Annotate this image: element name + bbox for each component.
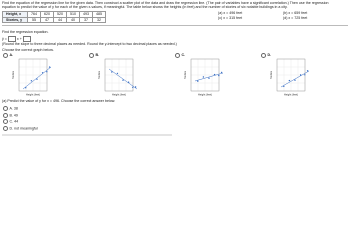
table-cell: Stories, y (2, 16, 28, 24)
x-axis-label: Height (feet) (112, 93, 126, 97)
divider (2, 25, 348, 26)
scatter-point (134, 86, 137, 88)
graph: Stories Height (feet) (269, 58, 310, 97)
radio[interactable] (261, 53, 266, 58)
scatter-point (299, 74, 302, 76)
radio[interactable] (89, 53, 94, 58)
option-text: A. 38 (9, 106, 18, 111)
scatter-point (306, 70, 309, 72)
scatter-point (283, 85, 285, 88)
graph: Stories Height (feet) (183, 58, 224, 97)
option-label: C. (181, 53, 186, 57)
x-axis-label: Height (feet) (198, 93, 212, 97)
scatter-point (208, 77, 210, 79)
scatter-point (127, 81, 130, 83)
table-cell: 47 (40, 16, 54, 24)
answer-option: B. 49 (3, 112, 18, 118)
prompt: Find the regression equation. (2, 30, 49, 34)
intercept-input[interactable] (22, 36, 31, 42)
radio[interactable] (3, 106, 8, 111)
graph: Stories Height (feet) (97, 58, 138, 97)
scatter-point (30, 80, 33, 82)
radio[interactable] (3, 112, 8, 118)
scatter-point (294, 79, 296, 81)
scatter-point (41, 72, 44, 74)
option-label: D. (267, 53, 272, 57)
prediction: (a) x = 496 feet (218, 11, 243, 15)
regression-line (194, 72, 224, 82)
x-axis-label: Height (feet) (26, 93, 40, 97)
option-text: C. 44 (9, 119, 19, 124)
y-axis-label: Stories (11, 70, 15, 79)
scatter-point (197, 80, 199, 82)
y-axis-label: Stories (97, 70, 101, 79)
answer-option: C. 44 (3, 119, 18, 124)
scatter-point (220, 71, 223, 74)
radio[interactable] (175, 53, 180, 58)
table-cell: 40 (66, 16, 80, 24)
scatter-point (122, 79, 124, 81)
prompt: (a) Predict the value of y for x = 496. … (2, 99, 116, 103)
scatter-point (218, 74, 220, 77)
y-axis-label: Stories (269, 70, 273, 79)
radio[interactable] (3, 125, 8, 131)
plot-frame (18, 58, 48, 92)
plot-frame (104, 58, 134, 92)
answer-option: A. 38 (3, 106, 18, 111)
faded-row (2, 134, 172, 136)
equation-lhs: ŷ = (2, 36, 7, 41)
graph-option: D. Stories Height (feet) (261, 53, 310, 97)
prediction: (c) x = 315 feet (218, 16, 243, 20)
equation-middle: x + (16, 36, 22, 41)
graph-option: C. Stories Height (feet) (175, 53, 224, 97)
equation: ŷ = x + (2, 36, 32, 42)
regression-line (108, 68, 138, 90)
note: (Round the slope to three decimal places… (2, 42, 177, 46)
scatter-point (48, 66, 51, 68)
graph-option: A. Stories Height (feet) (3, 53, 52, 97)
scatter-point (116, 72, 119, 75)
scatter-point (36, 78, 38, 80)
regression-line (22, 66, 52, 90)
option-text: B. 49 (9, 112, 18, 117)
scatter-point (304, 74, 306, 76)
scatter-point (132, 86, 134, 89)
graph: Stories Height (feet) (11, 58, 52, 97)
scatter-point (25, 87, 27, 89)
data-table: Height, x 764 620 520 510 493 485 Stories, y 55 4… (2, 11, 106, 24)
scatter-point (213, 73, 216, 76)
instructions: Find the equation of the regression line… (2, 1, 329, 10)
page: Find the equation of the regression line… (2, 1, 348, 136)
table-cell: 37 (79, 16, 93, 24)
answer-option: D. not meaningful (3, 125, 38, 131)
scatter-point (202, 76, 205, 78)
table-cell: 55 (27, 16, 41, 24)
graph-option: B. Stories Height (feet) (89, 53, 138, 97)
table-cell: 32 (92, 16, 106, 24)
scatter-point (288, 79, 291, 82)
table-cell: 44 (53, 16, 67, 24)
radio[interactable] (3, 53, 8, 58)
scatter-point (111, 71, 113, 73)
prediction: (d) x = 725 feet (283, 16, 308, 20)
option-text: D. not meaningful (9, 125, 38, 130)
y-axis-label: Stories (183, 70, 187, 79)
table-row: Height, x 764 620 520 510 493 485 (2, 11, 106, 18)
option-label: B. (95, 53, 100, 57)
x-axis-label: Height (feet) (284, 93, 298, 97)
radio[interactable] (3, 119, 8, 124)
table-cell: 485 (92, 11, 106, 18)
slope-input[interactable] (7, 36, 16, 42)
table-row: Stories, y 55 47 44 40 37 32 (2, 16, 106, 24)
prediction: (b) x = 659 feet (283, 11, 308, 15)
scatter-point (46, 71, 48, 73)
prompt: Choose the correct graph below. (2, 48, 54, 52)
option-label: A. (9, 53, 14, 57)
regression-line (280, 70, 310, 88)
